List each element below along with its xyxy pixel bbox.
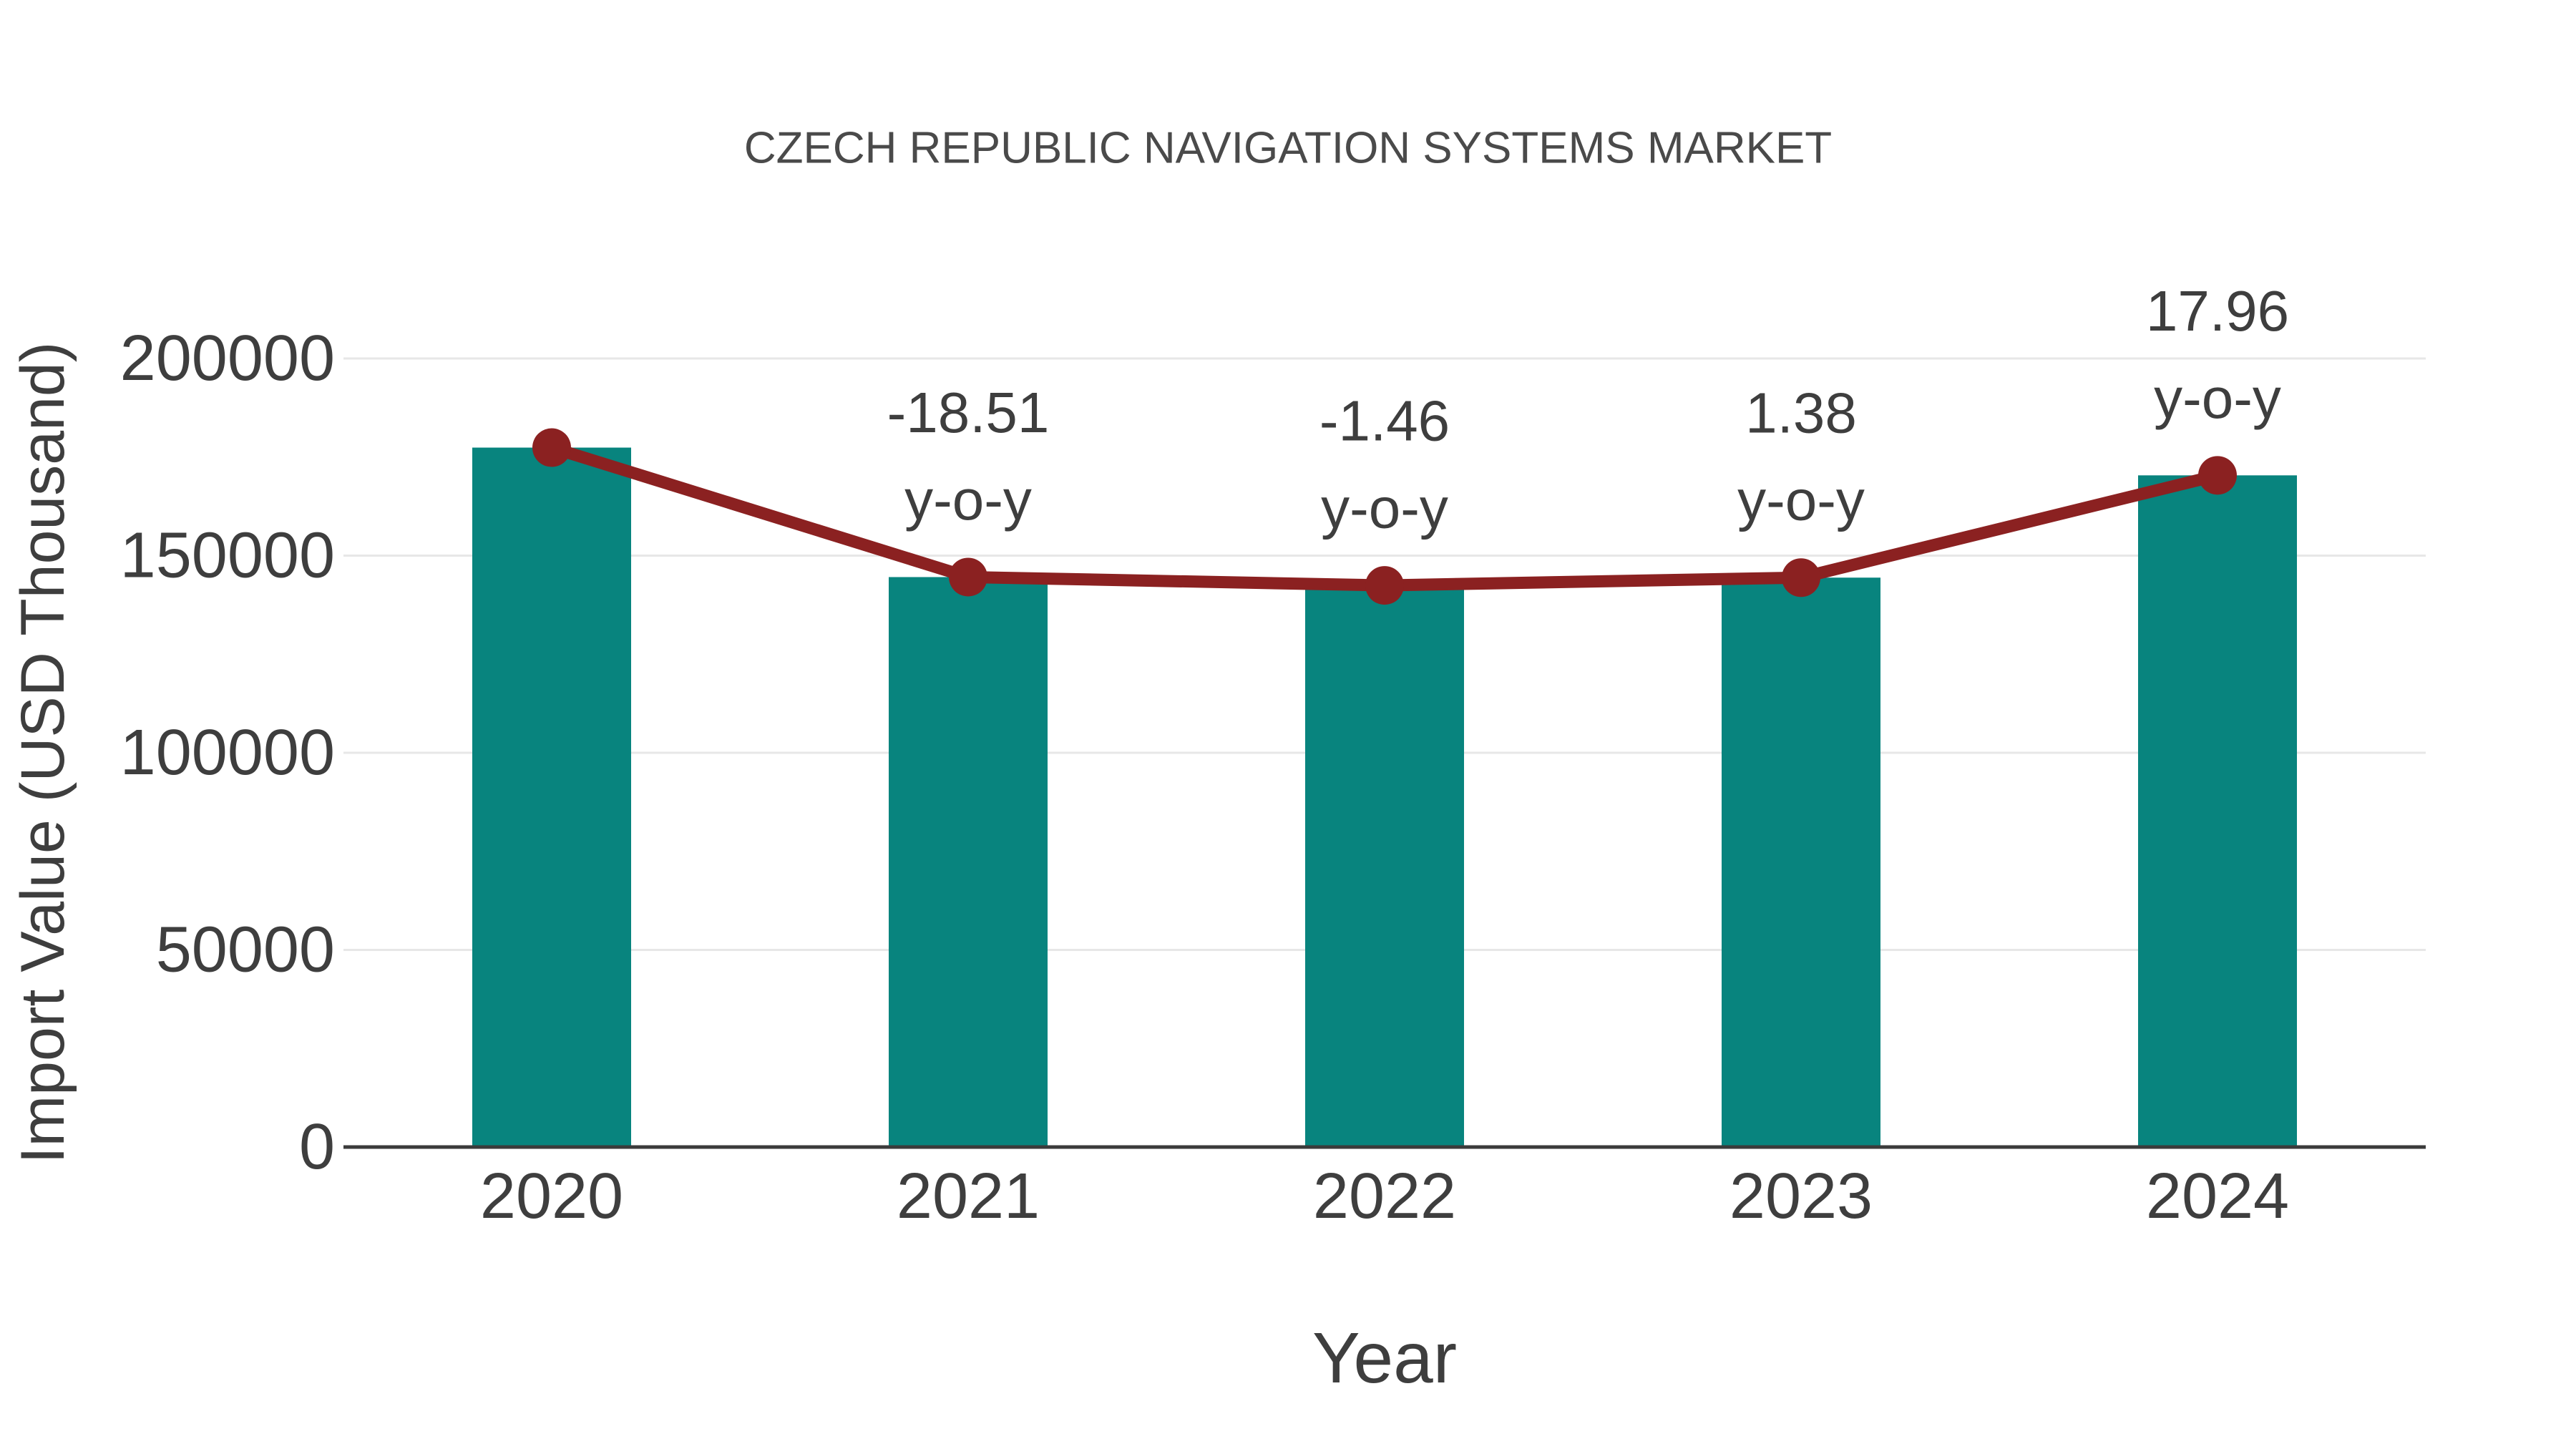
y-tick-label: 200000 <box>120 323 335 394</box>
y-tick-label: 50000 <box>156 914 335 986</box>
annotation-value: -1.46 <box>1319 389 1450 453</box>
annotations: -18.51 y-o-y -1.46 y-o-y 1.38 y-o-y 17.96 y-o-y <box>887 279 2290 540</box>
bar <box>2138 475 2297 1147</box>
annotation-yoy-label: y-o-y <box>904 468 1032 532</box>
x-tick-label: 2024 <box>2146 1161 2289 1232</box>
x-axis-title: Year <box>1312 1318 1457 1398</box>
line-marker <box>2198 456 2237 495</box>
x-tick-label: 2023 <box>1729 1161 1873 1232</box>
x-tick-labels: 2020 2021 2022 2023 2024 <box>480 1161 2289 1232</box>
annotation-yoy-label: y-o-y <box>2154 366 2281 430</box>
line-series <box>532 428 2237 605</box>
annotation-value: 1.38 <box>1745 381 1857 445</box>
annotation-yoy-label: y-o-y <box>1321 477 1448 540</box>
y-tick-label: 0 <box>299 1111 335 1183</box>
bar <box>1305 585 1464 1147</box>
bar <box>472 447 631 1147</box>
bar-series <box>472 447 2297 1147</box>
line-marker <box>949 557 987 597</box>
x-tick-label: 2021 <box>897 1161 1040 1232</box>
annotation-value: -18.51 <box>887 381 1050 444</box>
bar <box>889 577 1048 1147</box>
x-tick-label: 2020 <box>480 1161 623 1232</box>
annotation-yoy-label: y-o-y <box>1737 469 1865 532</box>
y-tick-label: 150000 <box>120 520 335 592</box>
annotation-value: 17.96 <box>2146 279 2289 343</box>
line-marker <box>1365 566 1404 605</box>
bar <box>1722 577 1880 1147</box>
y-tick-labels: 0 50000 100000 150000 200000 <box>120 323 335 1183</box>
chart-title: CZECH REPUBLIC NAVIGATION SYSTEMS MARKET <box>744 124 1832 173</box>
line-marker <box>1782 558 1820 597</box>
y-tick-label: 100000 <box>120 717 335 789</box>
x-tick-label: 2022 <box>1313 1161 1456 1232</box>
y-axis-title: Import Value (USD Thousand) <box>9 342 77 1164</box>
line-marker <box>532 428 571 467</box>
